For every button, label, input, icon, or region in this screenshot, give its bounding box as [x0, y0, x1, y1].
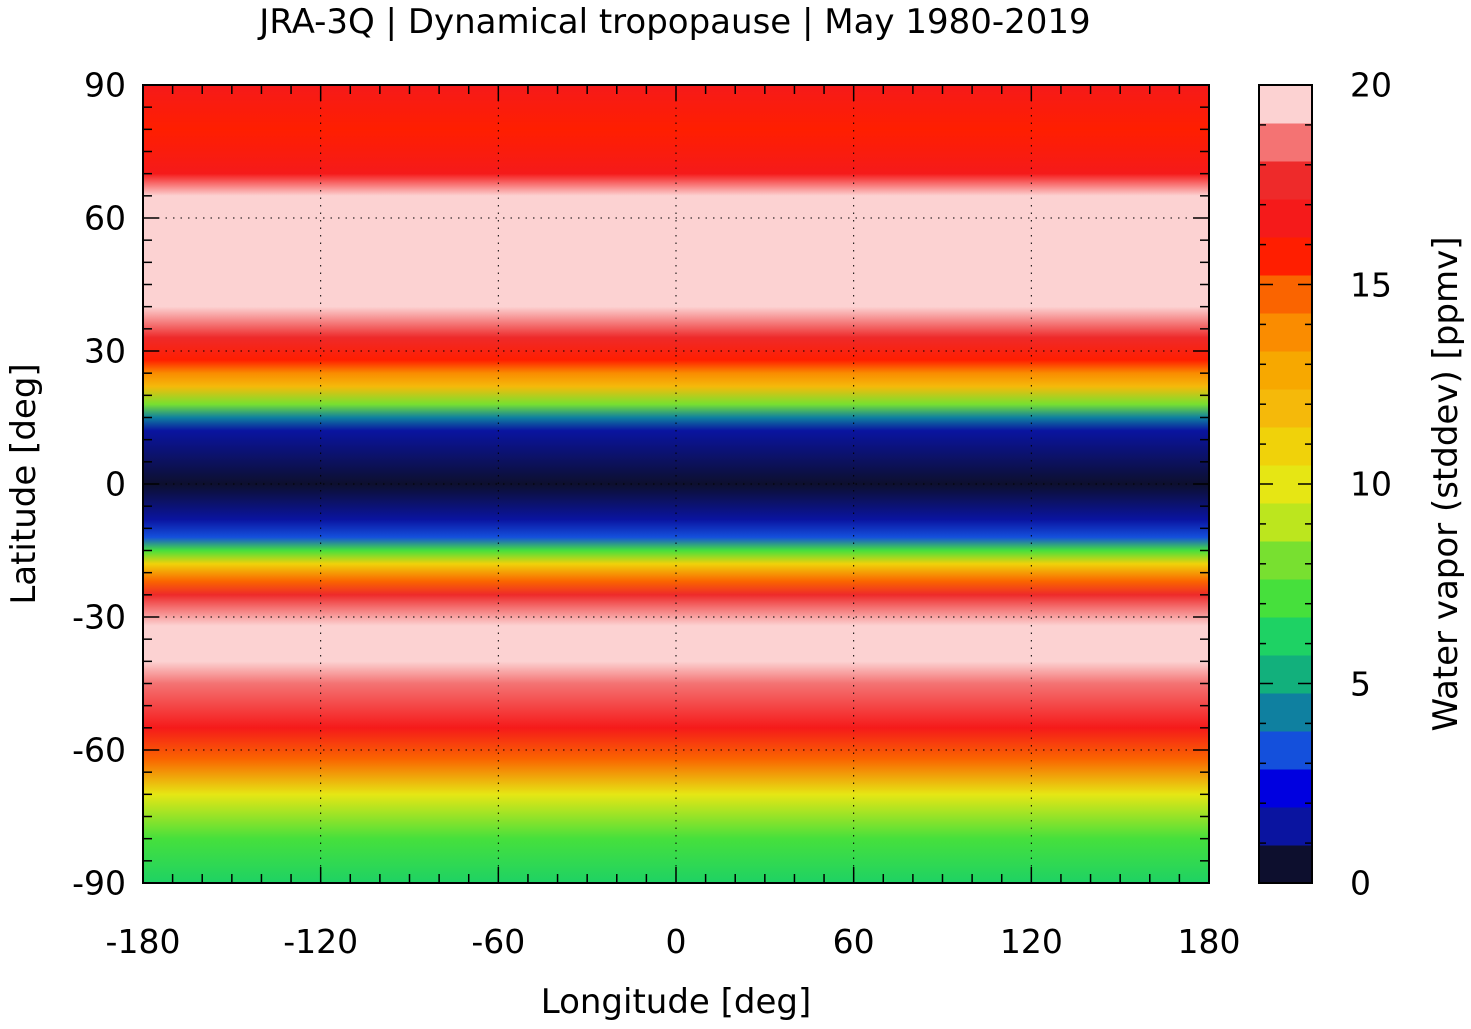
- colorbar-band: [1259, 845, 1312, 884]
- x-tick-label: -60: [471, 922, 526, 961]
- y-tick-label: -30: [72, 597, 126, 637]
- colorbar-band: [1259, 161, 1312, 200]
- colorbar-band: [1259, 731, 1312, 770]
- colorbar-band: [1259, 541, 1312, 580]
- colorbar-tick-label: 15: [1350, 265, 1392, 304]
- colorbar: [1259, 84, 1312, 884]
- x-tick-label: 180: [1177, 922, 1241, 961]
- x-tick-label: 60: [832, 922, 875, 961]
- grid-lines: [143, 85, 1209, 883]
- colorbar-band: [1259, 693, 1312, 732]
- colorbar-band: [1259, 275, 1312, 314]
- colorbar-tick-label: 20: [1350, 65, 1392, 105]
- y-tick-label: -90: [72, 863, 126, 903]
- colorbar-band: [1259, 313, 1312, 352]
- axis-ticks: [142, 84, 1210, 884]
- colorbar-band: [1259, 237, 1312, 276]
- y-tick-label: -60: [72, 730, 126, 770]
- colorbar-band: [1259, 123, 1312, 162]
- chart-title: JRA-3Q | Dynamical tropopause | May 1980…: [259, 2, 1091, 42]
- colorbar-band: [1259, 85, 1312, 124]
- colorbar-band: [1259, 769, 1312, 808]
- colorbar-frame: [1258, 84, 1313, 884]
- y-tick-label: 90: [84, 65, 126, 105]
- x-tick-label: 120: [999, 922, 1063, 961]
- colorbar-band: [1259, 807, 1312, 846]
- colorbar-band: [1259, 503, 1312, 542]
- y-tick-label: 0: [105, 464, 126, 504]
- colorbar-band: [1259, 389, 1312, 428]
- x-axis-label: Longitude [deg]: [540, 982, 812, 1022]
- y-tick-label: 60: [84, 198, 126, 238]
- colorbar-tick-label: 10: [1350, 464, 1392, 504]
- colorbar-band: [1259, 655, 1312, 694]
- colorbar-tick-label: 5: [1350, 664, 1371, 703]
- colorbar-band: [1259, 579, 1312, 618]
- colorbar-band: [1259, 617, 1312, 656]
- colorbar-tick-label: 0: [1350, 863, 1371, 903]
- y-tick-label: 30: [84, 331, 126, 371]
- colorbar-band: [1259, 427, 1312, 466]
- x-tick-label: 0: [665, 922, 687, 961]
- x-tick-label: -180: [105, 922, 181, 961]
- x-tick-label: -120: [283, 922, 359, 961]
- colorbar-band: [1259, 199, 1312, 238]
- colorbar-band: [1259, 351, 1312, 390]
